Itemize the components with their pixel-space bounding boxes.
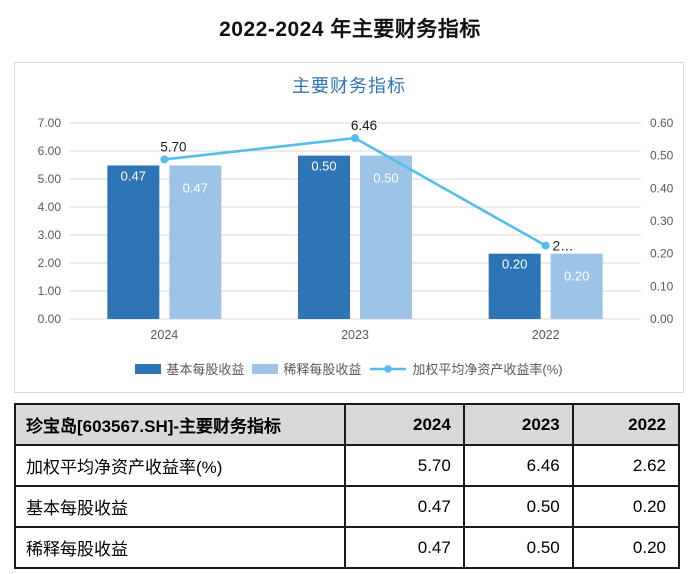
basic-eps-swatch-icon [135,363,162,374]
table-row-diluted-eps: 稀释每股收益 0.47 0.50 0.20 [14,526,681,569]
x-axis-label: 2023 [341,328,369,342]
line-data-label: 2… [553,239,574,254]
basic-eps-2022-value: 0.20 [571,485,681,528]
chart-legend: 基本每股收益 稀释每股收益 加权平均净资产收益率(%) [15,359,683,378]
bar-稀释每股收益-2024 [169,165,222,319]
table-header-row: 珍宝岛[603567.SH]-主要财务指标 2024 2023 2022 [14,403,681,446]
row-label-roe: 加权平均净资产收益率(%) [14,444,346,487]
right-axis-tick-label: 0.00 [650,312,674,326]
x-axis-label: 2022 [532,328,560,342]
line-data-label: 6.46 [351,118,377,133]
legend-item-basic-eps: 基本每股收益 [135,359,244,378]
legend-item-diluted-eps: 稀释每股收益 [252,359,361,378]
left-axis-tick-label: 6.00 [38,144,62,158]
legend-item-roe: 加权平均净资产收益率(%) [369,359,563,378]
left-axis-tick-label: 1.00 [38,284,62,298]
basic-eps-2024-value: 0.47 [344,485,465,528]
diluted-eps-2022-value: 0.20 [571,526,681,569]
legend-label-roe: 加权平均净资产收益率(%) [412,362,563,377]
right-axis-tick-label: 0.50 [650,149,674,163]
row-label-diluted-eps: 稀释每股收益 [14,526,346,569]
chart-card: 主要财务指标 7.00 6.00 5.00 4.00 3.00 2.00 1.00 0.00 0… [14,62,684,393]
legend-label-diluted-eps: 稀释每股收益 [283,362,362,377]
bar-data-label: 0.20 [502,257,527,272]
bar-data-label: 0.50 [373,171,398,186]
chart-title: 主要财务指标 [292,76,406,96]
right-axis-tick-label: 0.60 [650,116,674,130]
left-axis-tick-label: 3.00 [38,228,62,242]
financial-chart: 7.00 6.00 5.00 4.00 3.00 2.00 1.00 0.00 0.60 0.50… [38,116,674,342]
table-header-2023: 2023 [462,403,574,446]
left-axis-tick-label: 0.00 [38,312,62,326]
basic-eps-2023-value: 0.50 [462,485,574,528]
diluted-eps-swatch-icon [252,363,279,374]
roe-line-point [351,134,359,143]
right-axis-tick-label: 0.40 [650,181,674,195]
roe-line-point [541,241,550,250]
bar-基本每股收益-2022 [488,253,541,319]
bar-基本每股收益-2023 [298,155,350,319]
table-row-roe: 加权平均净资产收益率(%) 5.70 6.46 2.62 [14,444,681,487]
bar-data-label: 0.47 [183,180,208,195]
row-label-basic-eps: 基本每股收益 [14,485,346,528]
bar-稀释每股收益-2022 [550,253,603,319]
right-axis-tick-label: 0.30 [650,214,674,228]
table-header-2022: 2022 [571,403,681,446]
bar-data-label: 0.20 [564,269,589,284]
roe-line-point [160,155,169,164]
legend-label-basic-eps: 基本每股收益 [166,362,245,377]
bar-data-label: 0.47 [121,168,146,183]
roe-2022-value: 2.62 [571,444,681,487]
roe-2024-value: 5.70 [344,444,465,487]
diluted-eps-2023-value: 0.50 [462,526,574,569]
left-axis-tick-label: 7.00 [38,116,62,130]
financial-table: 珍宝岛[603567.SH]-主要财务指标 2024 2023 2022 加权平… [14,403,681,569]
left-axis-tick-label: 2.00 [38,256,62,270]
roe-line-marker-icon [370,364,407,373]
line-data-label: 5.70 [160,139,186,154]
bar-data-label: 0.50 [311,159,336,174]
roe-line [164,136,547,247]
diluted-eps-2024-value: 0.47 [344,526,465,569]
table-header-2024: 2024 [344,403,465,446]
x-axis-label: 2024 [150,328,178,342]
page-title: 2022-2024 年主要财务指标 [219,18,481,41]
table-row-basic-eps: 基本每股收益 0.47 0.50 0.20 [14,485,681,528]
right-axis-tick-label: 0.20 [650,247,674,261]
left-axis-tick-label: 5.00 [38,172,62,186]
right-axis-tick-label: 0.10 [650,279,674,293]
bar-稀释每股收益-2023 [360,155,412,319]
left-axis-tick-label: 4.00 [38,200,62,214]
table-header-company: 珍宝岛[603567.SH]-主要财务指标 [14,403,346,446]
roe-2023-value: 6.46 [462,444,574,487]
bar-基本每股收益-2024 [107,165,160,319]
